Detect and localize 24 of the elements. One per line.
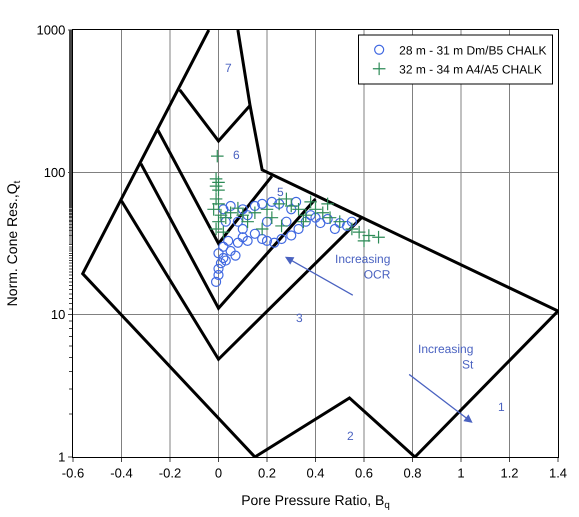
x-tick-label: 1.4 (548, 466, 568, 481)
annotation: 1 (498, 400, 505, 414)
annotation: 5 (277, 185, 284, 199)
y-tick-label: 100 (44, 164, 66, 180)
x-tick-label: 0.4 (306, 466, 325, 481)
annotation: 3 (296, 311, 303, 325)
x-tick-label: 1 (457, 466, 465, 481)
x-tick-label: -0.4 (110, 466, 133, 481)
x-tick-label: 1.2 (500, 466, 519, 481)
annotation: 2 (347, 429, 354, 443)
legend-label: 28 m - 31 m Dm/B5 CHALK (399, 43, 547, 58)
x-tick-label: -0.2 (158, 466, 182, 481)
y-tick-label: 1000 (36, 22, 66, 38)
x-tick-label: 0 (214, 466, 222, 481)
y-tick-label: 10 (50, 307, 66, 322)
y-tick-label: 1 (58, 450, 66, 465)
x-tick-label: 0.8 (403, 466, 422, 481)
x-tick-label: 0.6 (354, 466, 374, 481)
legend-label: 32 m - 34 m A4/A5 CHALK (399, 62, 542, 76)
x-axis-title: Pore Pressure Ratio, B$_{q}$ (241, 492, 390, 511)
x-tick-label: 0.2 (258, 466, 276, 481)
annotation: 6 (233, 148, 240, 162)
x-tick-label: -0.6 (62, 466, 84, 481)
annotation: 7 (225, 61, 232, 75)
